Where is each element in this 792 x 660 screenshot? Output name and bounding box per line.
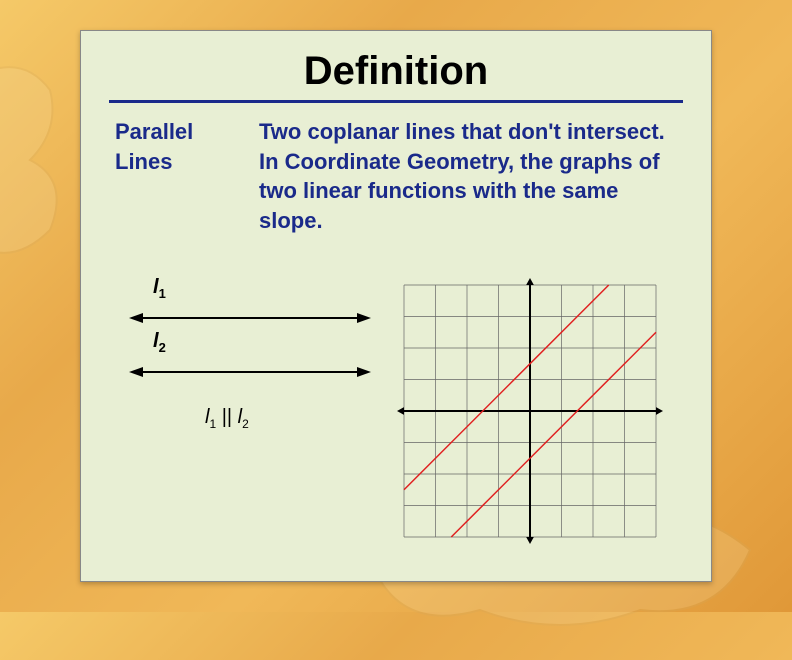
- coordinate-graph: [395, 276, 665, 551]
- title-divider: [109, 100, 683, 103]
- definition-row: Parallel Lines Two coplanar lines that d…: [109, 117, 683, 236]
- figure-row: l1 l2 l1 || l2: [109, 276, 683, 551]
- definition-card: Definition Parallel Lines Two coplanar l…: [80, 30, 712, 582]
- line-1-label: l1: [153, 276, 166, 301]
- term-label: Parallel Lines: [115, 117, 235, 236]
- line-1-arrow: [115, 308, 375, 328]
- parallel-notation: l1 || l2: [205, 406, 249, 431]
- card-title: Definition: [109, 49, 683, 94]
- parallel-lines-diagram: l1 l2 l1 || l2: [115, 276, 375, 551]
- line-2-arrow: [115, 362, 375, 382]
- graph-svg: [395, 276, 665, 546]
- definition-text: Two coplanar lines that don't intersect.…: [259, 117, 677, 236]
- line-2-label: l2: [153, 330, 166, 355]
